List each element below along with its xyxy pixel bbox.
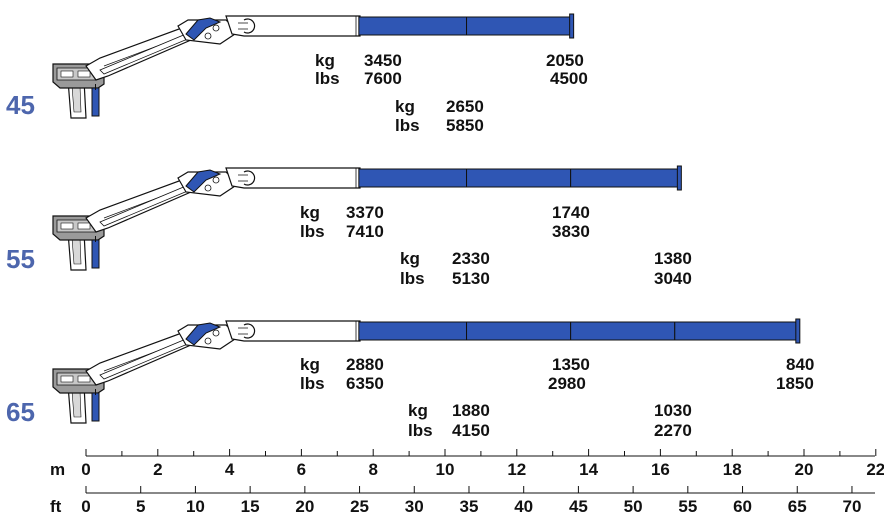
boom-section (466, 321, 572, 341)
load-kg: 840 (786, 355, 814, 374)
feet-tick-label: 65 (788, 497, 807, 516)
load-lbs: 3040 (654, 269, 692, 288)
load-kg: 1380 (654, 249, 692, 268)
unit-kg: kg (300, 355, 320, 374)
meter-tick-label: 14 (579, 460, 598, 479)
load-lbs: 5130 (452, 269, 490, 288)
feet-scale: ft 0 5 10 15 20 25 30 35 40 45 50 55 60 65 70 (50, 486, 875, 516)
unit-lbs: lbs (300, 374, 325, 393)
load-kg: 1880 (452, 401, 490, 420)
feet-tick-label: 10 (186, 497, 205, 516)
boom-section (570, 321, 676, 341)
boom-tip (795, 318, 801, 344)
unit-lbs: lbs (300, 222, 325, 241)
unit-lbs: lbs (400, 269, 425, 288)
meter-tick-label: 8 (368, 460, 377, 479)
unit-kg: kg (408, 401, 428, 420)
load-kg: 3450 (364, 51, 402, 70)
crane-55-illustration (52, 165, 682, 271)
meter-tick-label: 20 (795, 460, 814, 479)
unit-kg: kg (300, 203, 320, 222)
feet-tick-label: 25 (350, 497, 369, 516)
load-lbs: 3830 (552, 222, 590, 241)
meter-tick-label: 2 (153, 460, 162, 479)
feet-tick-label: 55 (678, 497, 697, 516)
feet-tick-label: 50 (624, 497, 643, 516)
load-kg: 2330 (452, 249, 490, 268)
meter-tick-label: 18 (723, 460, 742, 479)
boom-tip (676, 165, 682, 191)
feet-tick-label: 5 (136, 497, 145, 516)
unit-lbs: lbs (408, 421, 433, 440)
feet-tick-label: 60 (733, 497, 752, 516)
boom-section (358, 16, 468, 36)
load-kg: 1350 (552, 355, 590, 374)
boom-section (674, 321, 798, 341)
feet-tick-label: 45 (569, 497, 588, 516)
boom-section (358, 321, 468, 341)
crane-55-extension-boom (358, 165, 682, 191)
load-lbs: 2980 (548, 374, 586, 393)
crane-45-extension-boom (358, 13, 575, 39)
boom-tip (569, 13, 575, 39)
load-lbs: 6350 (346, 374, 384, 393)
unit-kg: kg (315, 51, 335, 70)
crane-45-loads: kg lbs 3450 7600 2050 4500 kg lbs 2650 5… (315, 51, 588, 135)
load-lbs: 2270 (654, 421, 692, 440)
load-lbs: 7600 (364, 69, 402, 88)
unit-lbs: lbs (315, 69, 340, 88)
boom-section (466, 168, 572, 188)
crane-65-illustration (52, 318, 801, 424)
unit-lbs: lbs (395, 116, 420, 135)
model-label-45: 45 (6, 90, 35, 120)
load-kg: 3370 (346, 203, 384, 222)
meter-scale-unit: m (50, 460, 65, 479)
crane-45-illustration (52, 13, 575, 119)
feet-tick-label: 30 (405, 497, 424, 516)
feet-scale-unit: ft (50, 497, 62, 516)
feet-tick-label: 20 (295, 497, 314, 516)
load-lbs: 7410 (346, 222, 384, 241)
unit-kg: kg (400, 249, 420, 268)
load-kg: 1030 (654, 401, 692, 420)
model-label-65: 65 (6, 397, 35, 427)
feet-tick-label: 35 (460, 497, 479, 516)
boom-section (466, 16, 572, 36)
feet-tick-label: 0 (81, 497, 90, 516)
load-kg: 2880 (346, 355, 384, 374)
meter-tick-label: 10 (436, 460, 455, 479)
feet-tick-label: 40 (514, 497, 533, 516)
feet-tick-label: 15 (241, 497, 260, 516)
load-kg: 1740 (552, 203, 590, 222)
meter-tick-label: 6 (297, 460, 306, 479)
crane-55-loads: kg lbs 3370 7410 1740 3830 kg lbs 2330 5… (300, 203, 692, 288)
meter-tick-label: 22 (866, 460, 884, 479)
meter-tick-label: 16 (651, 460, 670, 479)
crane-65-extension-boom (358, 318, 801, 344)
feet-tick-label: 70 (843, 497, 862, 516)
load-kg: 2050 (546, 51, 584, 70)
meter-tick-label: 0 (81, 460, 90, 479)
unit-kg: kg (395, 97, 415, 116)
load-lbs: 5850 (446, 116, 484, 135)
load-lbs: 4500 (550, 69, 588, 88)
meter-tick-label: 12 (507, 460, 526, 479)
crane-65-loads: kg lbs 2880 6350 1350 2980 840 1850 kg l… (300, 355, 814, 440)
load-lbs: 1850 (776, 374, 814, 393)
model-label-55: 55 (6, 244, 35, 274)
load-kg: 2650 (446, 97, 484, 116)
meter-scale: m 0 2 4 6 8 10 12 14 16 18 20 22 (50, 449, 884, 479)
load-lbs: 4150 (452, 421, 490, 440)
boom-section (570, 168, 679, 188)
boom-section (358, 168, 468, 188)
meter-tick-label: 4 (225, 460, 235, 479)
